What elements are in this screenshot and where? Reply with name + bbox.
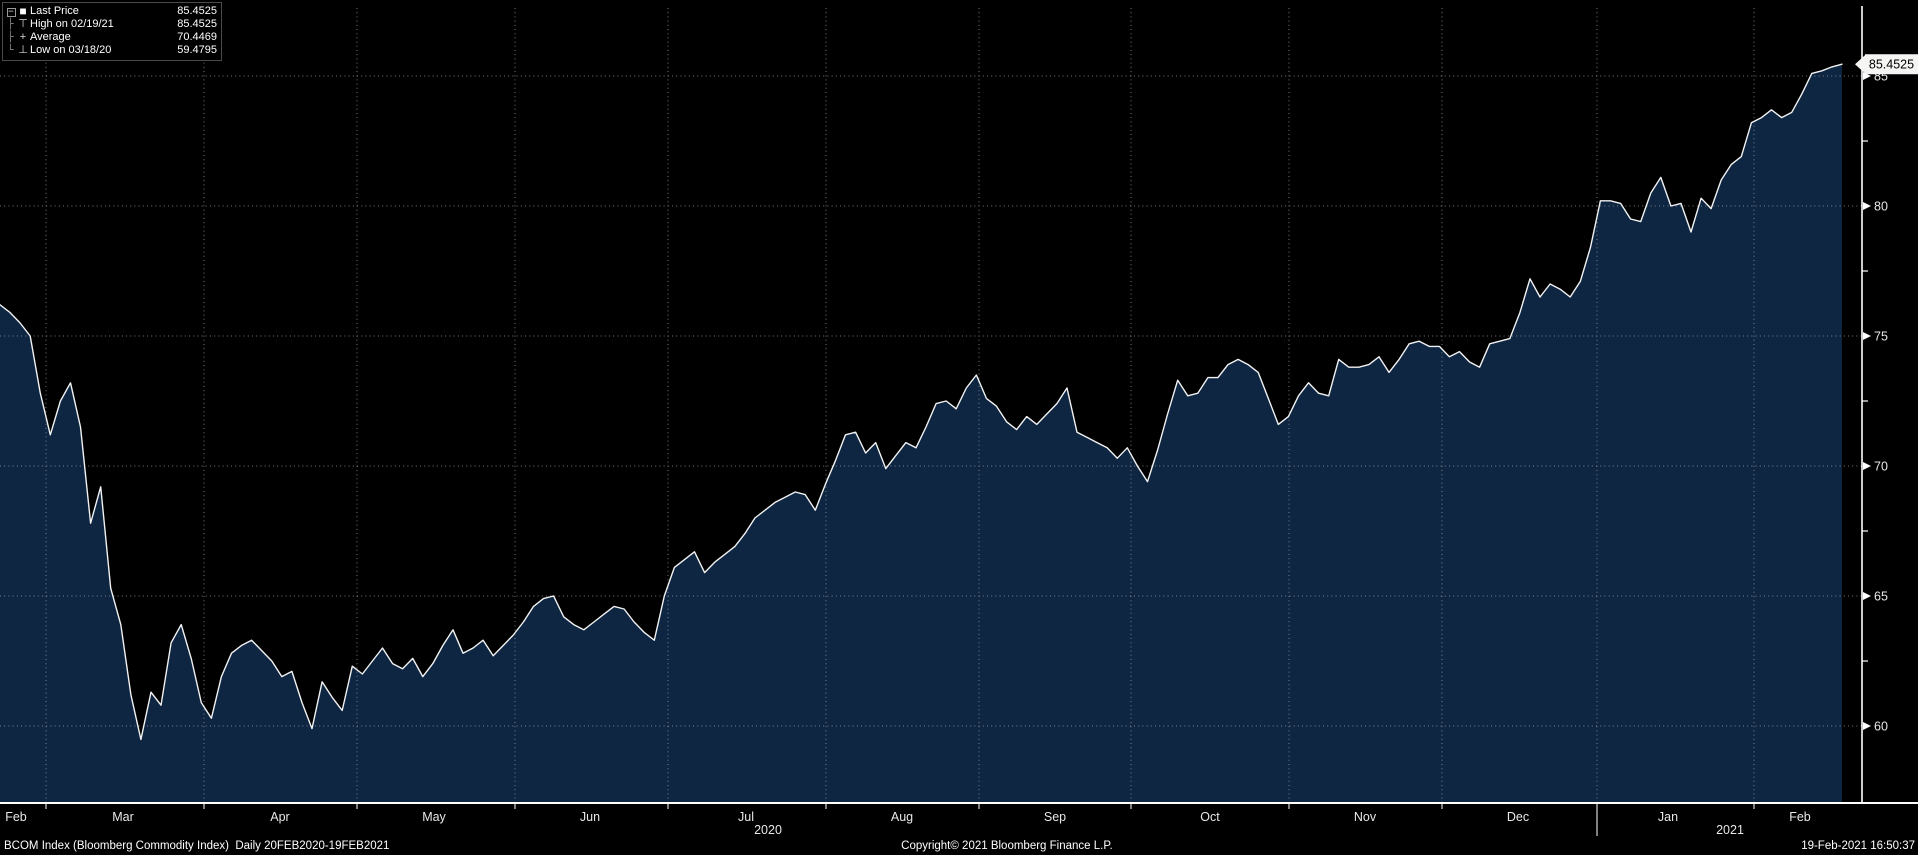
month-label: Aug xyxy=(891,810,913,824)
low-marker-icon: ⊥ xyxy=(18,44,28,56)
tick-arrow-icon xyxy=(1863,462,1871,470)
copyright-text: Copyright© 2021 Bloomberg Finance L.P. xyxy=(901,840,1113,852)
legend-label: Average xyxy=(30,31,71,43)
tree-branch-icon: ├ xyxy=(7,32,14,43)
last-price-marker-icon: ■ xyxy=(19,4,27,18)
y-tick-label: 75 xyxy=(1874,330,1888,344)
year-label: 2020 xyxy=(754,823,782,837)
area-fill xyxy=(0,64,1842,803)
tick-arrow-icon xyxy=(1863,332,1871,340)
month-label: Jan xyxy=(1658,810,1678,824)
month-label: Nov xyxy=(1354,810,1377,824)
legend-label: Low on 03/18/20 xyxy=(30,44,112,56)
legend-value: 85.4525 xyxy=(177,5,217,17)
legend-row-high[interactable]: ├ ⊤ High on 02/19/21 85.4525 xyxy=(5,18,217,31)
y-tick-label: 70 xyxy=(1874,460,1888,474)
tree-branch-end-icon: └ xyxy=(7,45,14,56)
tick-arrow-icon xyxy=(1863,202,1871,210)
axes xyxy=(0,6,1918,836)
legend-row-last-price[interactable]: − ■ Last Price 85.4525 xyxy=(5,5,217,18)
legend-expander-icon[interactable]: − xyxy=(6,7,16,17)
chart-legend: − ■ Last Price 85.4525 ├ ⊤ High on 02/19… xyxy=(2,2,222,61)
tag-pointer-icon xyxy=(1855,54,1866,75)
month-label: Apr xyxy=(270,810,289,824)
x-axis-labels: Feb Mar Apr May Jun Jul Aug Sep Oct Nov Dec Jan Feb 2… xyxy=(5,810,1811,837)
month-label: Dec xyxy=(1507,810,1529,824)
tree-branch-icon: ├ xyxy=(7,19,14,30)
legend-row-average[interactable]: ├ + Average 70.4469 xyxy=(5,31,217,44)
month-label: Sep xyxy=(1044,810,1066,824)
y-tick-label: 60 xyxy=(1874,720,1888,734)
year-label: 2021 xyxy=(1716,823,1744,837)
y-tick-label: 80 xyxy=(1874,200,1888,214)
month-label: Feb xyxy=(5,810,27,824)
month-label: Mar xyxy=(112,810,134,824)
security-description: BCOM Index (Bloomberg Commodity Index) D… xyxy=(4,840,390,852)
month-label: Jul xyxy=(738,810,754,824)
legend-label: High on 02/19/21 xyxy=(30,18,114,30)
legend-row-low[interactable]: └ ⊥ Low on 03/18/20 59.4795 xyxy=(5,44,217,57)
month-label: Feb xyxy=(1789,810,1811,824)
average-marker-icon: + xyxy=(19,31,27,43)
month-label: May xyxy=(422,810,446,824)
y-tick-label: 65 xyxy=(1874,590,1888,604)
last-price-tag: 85.4525 xyxy=(1855,54,1918,75)
tick-arrow-icon xyxy=(1863,592,1871,600)
legend-value: 70.4469 xyxy=(177,31,217,43)
status-bar: BCOM Index (Bloomberg Commodity Index) D… xyxy=(0,838,1918,855)
high-marker-icon: ⊤ xyxy=(18,18,28,30)
legend-value: 59.4795 xyxy=(177,44,217,56)
month-label: Oct xyxy=(1200,810,1220,824)
legend-value: 85.4525 xyxy=(177,18,217,30)
tick-arrow-icon xyxy=(1863,722,1871,730)
legend-label: Last Price xyxy=(30,5,79,17)
price-line xyxy=(0,63,1843,741)
timestamp: 19-Feb-2021 16:50:37 xyxy=(1801,840,1915,852)
month-label: Jun xyxy=(580,810,600,824)
last-price-value: 85.4525 xyxy=(1869,58,1914,72)
